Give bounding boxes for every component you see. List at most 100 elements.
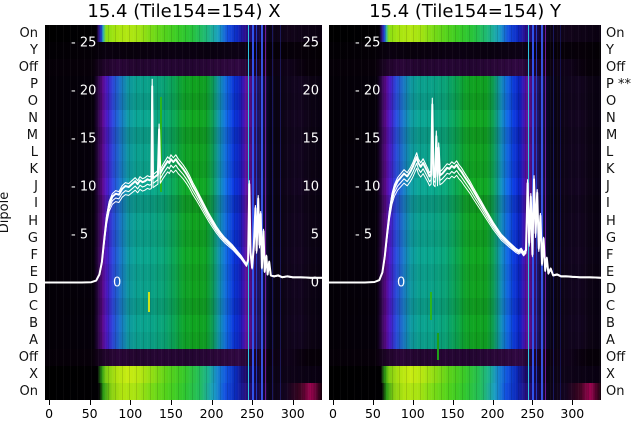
x-axis-tick-label: 200 [480, 406, 505, 421]
dipole-row-label: Off [18, 60, 38, 76]
rfi-line [279, 25, 281, 400]
dipole-row-label: F [606, 247, 614, 263]
dipole-row-label: H [606, 213, 616, 229]
x-axis-tick [333, 400, 334, 405]
dipole-row-label: N [606, 111, 616, 127]
inner-ytick-label-right: 25 [302, 35, 319, 51]
inner-ytick-label: - 10 [71, 179, 97, 195]
x-axis-tick-label: 100 [400, 406, 425, 421]
dipole-row-label: On [606, 26, 625, 42]
dipole-row-label: A [606, 332, 615, 348]
x-axis-tick-label: 50 [81, 406, 98, 421]
power-curve-y [329, 97, 601, 284]
dipole-row-label: B [29, 315, 38, 331]
x-axis-tick-label: 200 [199, 406, 224, 421]
dipole-row-label: D [27, 281, 38, 297]
heatmap-panel-x: - 25 - 20 - 15 - 10 - 5 0 25 20 15 10 5 0 [45, 25, 322, 401]
rfi-line [264, 25, 266, 400]
dipole-row-label: X [29, 366, 38, 382]
inner-ytick-label: 0 [397, 275, 406, 291]
inner-ytick-label-right: 0 [310, 275, 319, 291]
dipole-row-label: Y [606, 43, 614, 59]
dipole-row-label: Off [606, 60, 626, 76]
x-axis-tick-label: 150 [440, 406, 465, 421]
dipole-row-label: A [29, 332, 38, 348]
x-axis-tick [170, 400, 172, 405]
x-axis-tick-label: 0 [329, 406, 337, 421]
dipole-row-label: O [606, 94, 617, 110]
heatmap-mark [159, 97, 162, 192]
dipole-row-label: O [27, 94, 38, 110]
dipole-row-label: C [28, 298, 38, 314]
inner-ytick-label: - 15 [355, 131, 381, 147]
x-axis-tick-label: 50 [364, 406, 381, 421]
rfi-line [260, 25, 263, 400]
rfi-line [272, 25, 274, 400]
dipole-row-label: J [34, 179, 38, 195]
heatmap-panel-y: - 25 - 20 - 15 - 10 - 5 0 [329, 25, 601, 401]
dipole-row-label: G [606, 230, 617, 246]
dipole-row-label: On [19, 26, 38, 42]
dipole-row-label: J [606, 179, 610, 195]
x-axis-tick [211, 400, 213, 405]
rfi-line [552, 25, 554, 400]
dipole-row-label: K [606, 162, 615, 178]
x-axis-tick [130, 400, 132, 405]
power-trace [329, 103, 601, 284]
inner-ytick-label: - 5 [71, 227, 89, 243]
dipole-row-label: Y [30, 43, 38, 59]
x-axis-tick-label: 300 [560, 406, 585, 421]
dipole-row-label: Off [18, 349, 38, 365]
dipole-row-label: On [606, 384, 625, 399]
inner-ytick-label: 0 [113, 275, 122, 291]
inner-ytick-label: - 5 [355, 227, 373, 243]
dipole-row-label: L [606, 145, 614, 161]
x-axis-tick-label: 150 [158, 406, 183, 421]
inner-ytick-label: - 25 [355, 35, 381, 51]
x-axis-tick-label: 100 [118, 406, 143, 421]
dipole-row-label: F [30, 247, 38, 263]
rfi-line [559, 25, 561, 400]
x-axis-tick [412, 400, 414, 405]
dipole-row-label: K [29, 162, 38, 178]
x-axis-tick [532, 400, 534, 405]
dipole-row-label: X [606, 366, 615, 382]
dipole-row-label: Off [606, 349, 626, 365]
dipole-row-label: B [606, 315, 615, 331]
dipole-row-label: C [606, 298, 616, 314]
dipole-row-label: D [606, 281, 617, 297]
dipole-row-label: H [28, 213, 38, 229]
dipole-row-label: E [29, 264, 38, 280]
x-axis-tick [49, 400, 51, 405]
dipole-row-label: M [26, 128, 38, 144]
x-axis-tick-label: 250 [520, 406, 545, 421]
inner-ytick-label-right: 20 [302, 83, 319, 99]
inner-ytick-label-right: 5 [310, 227, 319, 243]
dipole-labels-right: On Y Off P ** O N M L K J I H G F E D C B A Off X On [606, 25, 640, 400]
dipole-row-label: E [606, 264, 615, 280]
power-curve-x [45, 78, 322, 284]
x-axis-tick [452, 400, 454, 405]
inner-ytick-label: - 15 [71, 131, 97, 147]
x-axis-tick-label: 300 [280, 406, 305, 421]
x-axis-tick-label: 0 [45, 406, 54, 421]
dipole-row-label: I [34, 196, 38, 212]
x-axis-tick [372, 400, 374, 405]
dipole-row-label: P ** [606, 77, 631, 93]
inner-ytick-label: - 20 [71, 83, 97, 99]
dipole-row-label: P [30, 77, 38, 93]
rfi-line [251, 25, 254, 400]
inner-ytick-label-right: 15 [302, 131, 319, 147]
dipole-row-label: On [19, 384, 38, 399]
dipole-row-label: G [27, 230, 38, 246]
rfi-line [544, 25, 546, 400]
panel-title-x: 15.4 (Tile154=154) X [87, 1, 281, 22]
dipole-labels-left: On Y Off P O N M L K J I H G F E D C B A Off X On [0, 25, 40, 400]
dipole-row-label: L [30, 145, 38, 161]
inner-ytick-label: - 20 [355, 83, 381, 99]
dipole-row-label: M [606, 128, 618, 144]
x-axis-tick-label: 250 [240, 406, 265, 421]
x-axis-tick [252, 400, 254, 405]
panel-title-y: 15.4 (Tile154=154) Y [369, 1, 561, 22]
